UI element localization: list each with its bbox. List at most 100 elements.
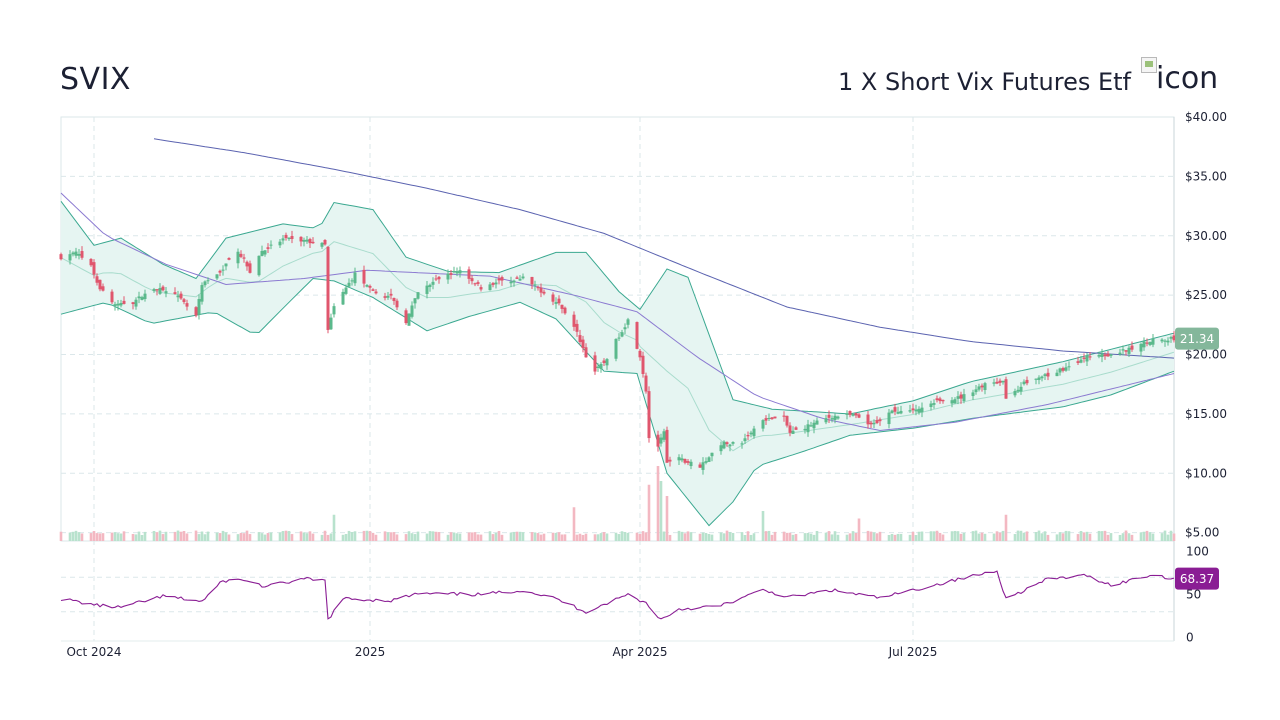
volume-bar	[74, 530, 78, 541]
volume-bar	[308, 531, 312, 541]
volume-bar	[584, 533, 588, 541]
candle-body	[332, 306, 336, 315]
volume-bar	[71, 531, 75, 541]
candle-body	[434, 278, 438, 280]
candle-body	[239, 253, 243, 257]
volume-bar	[626, 532, 630, 541]
volume-bar	[1163, 530, 1167, 541]
candle-body	[95, 276, 99, 283]
volume-bar	[533, 532, 537, 541]
volume-bar	[137, 531, 141, 541]
volume-bar	[194, 530, 198, 541]
sma-50-line	[60, 192, 1175, 432]
candle-body	[749, 432, 753, 435]
volume-bar	[1034, 532, 1038, 541]
volume-bar	[899, 533, 903, 541]
volume-bar	[536, 533, 540, 541]
volume-bar	[782, 531, 786, 541]
volume-bar	[1103, 530, 1107, 541]
volume-bar	[719, 532, 723, 541]
candle-body	[458, 270, 462, 274]
candle-body	[308, 239, 312, 244]
volume-bar	[155, 532, 159, 541]
candle-body	[446, 273, 450, 280]
volume-bar	[320, 534, 324, 541]
volume-bar	[218, 533, 222, 541]
candle-body	[689, 461, 693, 467]
candle-body	[326, 246, 330, 330]
candle-body	[899, 410, 903, 414]
volume-bar	[878, 531, 882, 541]
volume-bar	[200, 531, 204, 541]
volume-bar	[1067, 531, 1071, 541]
candle-body	[101, 286, 105, 291]
volume-bar	[1001, 530, 1005, 541]
price-tick-label: $15.00	[1185, 407, 1227, 421]
volume-bar	[1019, 530, 1023, 541]
candle-body	[878, 419, 882, 422]
volume-bar	[353, 531, 357, 541]
volume-bar	[767, 530, 771, 541]
candle-body	[386, 295, 390, 298]
candle-body	[584, 347, 588, 358]
candle-body	[707, 457, 711, 462]
candle-body	[227, 257, 231, 260]
candle-body	[479, 287, 483, 290]
candle-body	[242, 257, 246, 259]
volume-bar	[1172, 533, 1176, 541]
volume-bar	[599, 533, 603, 541]
volume-bar	[395, 534, 399, 541]
volume-bar	[392, 532, 396, 541]
volume-bar	[452, 532, 456, 541]
volume-bar	[770, 534, 774, 541]
candle-body	[71, 252, 75, 255]
volume-bar	[437, 532, 441, 541]
volume-bar	[119, 533, 123, 541]
volume-bar	[410, 533, 414, 541]
candle-body	[143, 293, 147, 300]
candle-body	[416, 292, 420, 299]
volume-bar	[1145, 530, 1149, 541]
volume-bar	[1016, 530, 1020, 541]
volume-bar	[857, 518, 861, 541]
candle-body	[80, 251, 84, 258]
candle-body	[266, 247, 270, 249]
volume-bar	[323, 530, 327, 541]
volume-bar	[284, 530, 288, 541]
bollinger-upper-line	[60, 201, 1175, 415]
volume-bar	[659, 481, 663, 541]
volume-bar	[227, 534, 231, 541]
volume-bar	[455, 533, 459, 541]
candle-body	[740, 443, 744, 445]
rsi-line	[60, 570, 1175, 620]
candle-body	[224, 263, 228, 267]
rsi-tick-label: 50	[1186, 588, 1201, 602]
volume-bar	[704, 533, 708, 541]
candle-body	[1025, 379, 1029, 384]
candle-body	[1124, 350, 1128, 352]
candle-body	[122, 300, 126, 304]
candle-body	[599, 364, 603, 370]
volume-bar	[431, 531, 435, 541]
candle-body	[719, 445, 723, 452]
candle-body	[362, 269, 366, 284]
volume-bar	[176, 530, 180, 541]
volume-bar	[581, 534, 585, 541]
candle-body	[497, 278, 501, 281]
candle-body	[329, 317, 333, 330]
candle-body	[620, 332, 624, 337]
volume-bar	[917, 531, 921, 541]
volume-bar	[404, 534, 408, 541]
candle-body	[938, 398, 942, 402]
candle-body	[536, 286, 540, 289]
volume-bar	[683, 533, 687, 541]
volume-bar	[197, 534, 201, 541]
volume-bar	[530, 532, 534, 541]
candle-body	[752, 428, 756, 437]
volume-bar	[302, 532, 306, 541]
candle-body	[404, 310, 408, 324]
volume-bar	[266, 533, 270, 541]
candle-body	[512, 280, 516, 283]
volume-bar	[161, 534, 165, 541]
volume-bar	[680, 531, 684, 541]
